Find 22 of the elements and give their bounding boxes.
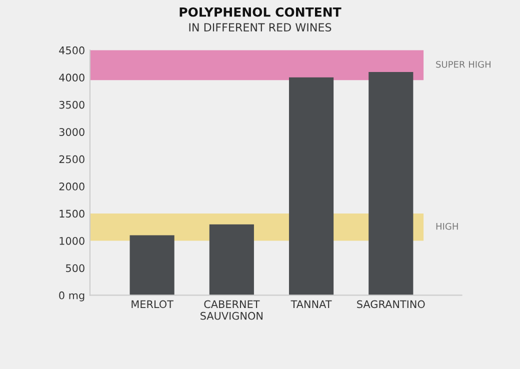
bar [288,77,334,296]
y-tick-label: 4000 [59,74,84,82]
y-tick-label: 2500 [59,155,84,164]
band-label: SUPER HIGH [436,60,490,68]
x-tick-label: CABERNET SAUVIGNON [200,300,262,320]
chart-title: POLYPHENOL CONTENT [180,7,342,17]
y-tick-label: 0 mg [59,291,84,302]
y-tick-label: 3500 [59,100,84,109]
y-tick-label: 3000 [59,128,84,136]
y-tick-label: 2000 [59,182,84,190]
bar [130,235,174,296]
x-tick-label: SAGRANTINO [357,300,425,308]
bar [209,224,254,296]
x-tick-label: MERLOT [132,300,174,308]
y-tick-label: 1500 [60,210,84,218]
bar [368,72,414,296]
x-tick-label: TANNAT [290,300,332,308]
chart-subtitle: IN DIFFERENT RED WINES [189,23,332,32]
y-tick-label: 4500 [59,46,84,54]
y-tick-label: 1000 [60,236,84,245]
band-label: HIGH [436,222,458,230]
y-tick-label: 500 [66,264,84,272]
